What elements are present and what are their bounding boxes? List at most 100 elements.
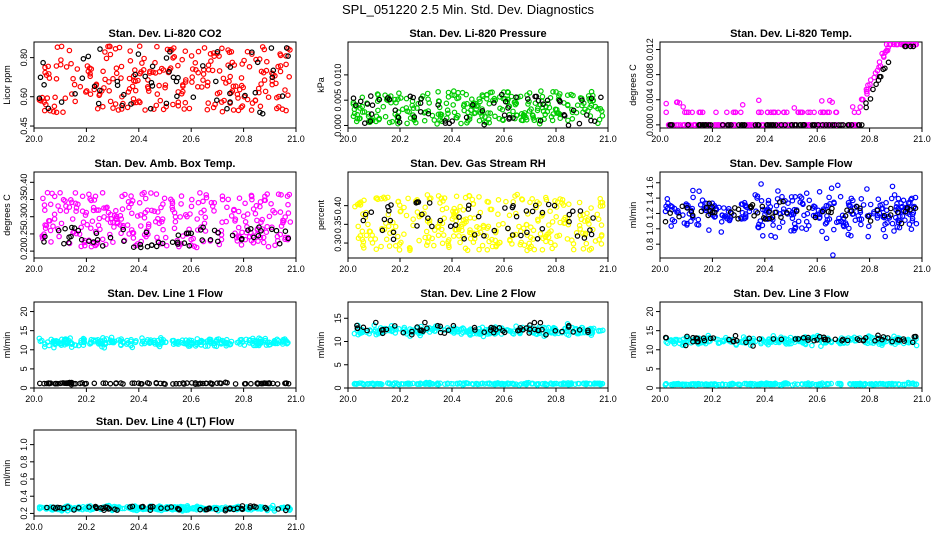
co2-main-point — [112, 101, 119, 107]
line3-low-point — [884, 381, 890, 387]
sample_flow-overlay-point — [812, 214, 819, 221]
line2-low-point — [473, 380, 480, 387]
co2-ytick-label: 0.45 — [19, 117, 29, 135]
line2-overlay-point — [437, 323, 444, 330]
rh-main-point — [576, 222, 583, 229]
pressure-main-point — [421, 117, 428, 124]
li_temp-main-point — [685, 109, 692, 116]
co2-overlay-point — [270, 67, 277, 74]
pressure-main-point — [424, 90, 431, 97]
line1-overlay-point — [79, 380, 86, 386]
li_temp-ytick-label: 0.000 — [645, 114, 655, 137]
pressure-frame — [347, 41, 609, 129]
co2-main-point — [44, 95, 51, 101]
rh-main-point — [456, 233, 462, 239]
co2-overlay-point — [132, 71, 139, 78]
sample_flow-main-point — [742, 211, 749, 217]
line4-overlay-point — [147, 507, 154, 514]
line2-low-point — [369, 380, 376, 387]
co2-main-point — [265, 94, 272, 101]
co2-main-point — [136, 43, 143, 50]
li_temp-overlay-point — [848, 122, 855, 128]
box_temp-overlay-point — [186, 243, 193, 249]
co2-overlay-point — [80, 55, 87, 62]
pressure-main-point — [546, 104, 553, 111]
li_temp-title: Stan. Dev. Li-820 Temp. — [730, 28, 852, 40]
line2-low-point — [370, 381, 377, 388]
line3-overlay-point — [778, 336, 785, 343]
sample_flow-overlay-point — [698, 208, 705, 215]
line1-overlay-point — [43, 380, 50, 387]
co2-main-point — [182, 48, 189, 55]
co2-main-point — [246, 64, 253, 70]
sample_flow-main-point — [775, 188, 781, 194]
line2-overlay-point — [576, 327, 583, 333]
sample_flow-main-point — [664, 196, 671, 202]
sample_flow-main-point — [889, 220, 896, 227]
line2-main-point — [454, 326, 460, 333]
pressure-ytick-label: 0.010 — [333, 64, 343, 87]
li_temp-overlay-point — [907, 43, 914, 50]
box_temp-main-point — [219, 196, 226, 203]
co2-overlay-point — [269, 74, 276, 81]
line2-low-point — [422, 381, 429, 387]
line1-overlay-point — [173, 380, 179, 387]
co2-main-point — [71, 81, 78, 88]
box_temp-overlay-point — [86, 238, 92, 245]
sample_flow-main-point — [812, 204, 818, 210]
li_temp-main-point — [849, 104, 856, 110]
sample_flow-main-point — [803, 218, 810, 225]
pressure-overlay-point — [561, 112, 567, 118]
rh-main-point — [484, 247, 491, 253]
box_temp-main-point — [153, 191, 160, 197]
line2-xtick-label: 20.0 — [339, 394, 357, 404]
page-title: SPL_051220 2.5 Min. Std. Dev. Diagnostic… — [342, 2, 594, 17]
co2-main-point — [107, 51, 114, 58]
line3-low-point — [726, 381, 732, 388]
sample_flow-main-point — [913, 220, 920, 227]
rh-main-point — [530, 227, 537, 234]
rh-main-point — [439, 240, 446, 247]
rh-main-point — [598, 241, 605, 247]
pressure-main-point — [380, 103, 387, 110]
rh-main-point — [361, 197, 367, 204]
rh-main-point — [568, 237, 575, 244]
rh-main-point — [564, 236, 571, 242]
co2-main-point — [87, 91, 94, 98]
box_temp-main-point — [51, 211, 58, 218]
line2-low-point — [433, 381, 440, 388]
line3-xtick-label: 20.2 — [704, 394, 722, 404]
box_temp-main-point — [124, 222, 131, 228]
co2-main-point — [74, 66, 81, 72]
line1-main-point — [256, 341, 262, 347]
line3-overlay-point — [663, 334, 670, 341]
line3-low-point — [695, 380, 702, 387]
li_temp-main-point — [791, 105, 798, 111]
sample_flow-overlay-point — [907, 206, 913, 213]
rh-main-point — [527, 224, 534, 231]
pressure-xtick-label: 20.8 — [547, 134, 565, 144]
line2-overlay-point — [434, 322, 441, 329]
rh-main-point — [492, 237, 499, 244]
line2-low-point — [454, 380, 460, 387]
rh-ytick-label: 0.40 — [333, 197, 343, 215]
line2-main-point — [588, 332, 595, 339]
line4-overlay-point — [44, 504, 50, 511]
co2-main-point — [193, 67, 199, 73]
co2-main-point — [277, 63, 284, 69]
line3-xtick-label: 20.4 — [756, 394, 774, 404]
line1-overlay-point — [146, 380, 153, 387]
sample_flow-main-point — [827, 201, 833, 207]
pressure-main-point — [455, 95, 462, 101]
line2-overlay-point — [585, 327, 591, 334]
box_temp-main-point — [111, 224, 117, 230]
li_temp-overlay-point — [902, 43, 908, 50]
li_temp-main-point — [711, 122, 718, 128]
box_temp-overlay-point — [248, 226, 254, 232]
co2-main-point — [238, 75, 245, 81]
box_temp-main-point — [60, 196, 67, 203]
sample_flow-main-point — [848, 232, 854, 239]
box_temp-xtick-label: 20.2 — [78, 264, 96, 274]
line1-main-point — [46, 342, 52, 349]
